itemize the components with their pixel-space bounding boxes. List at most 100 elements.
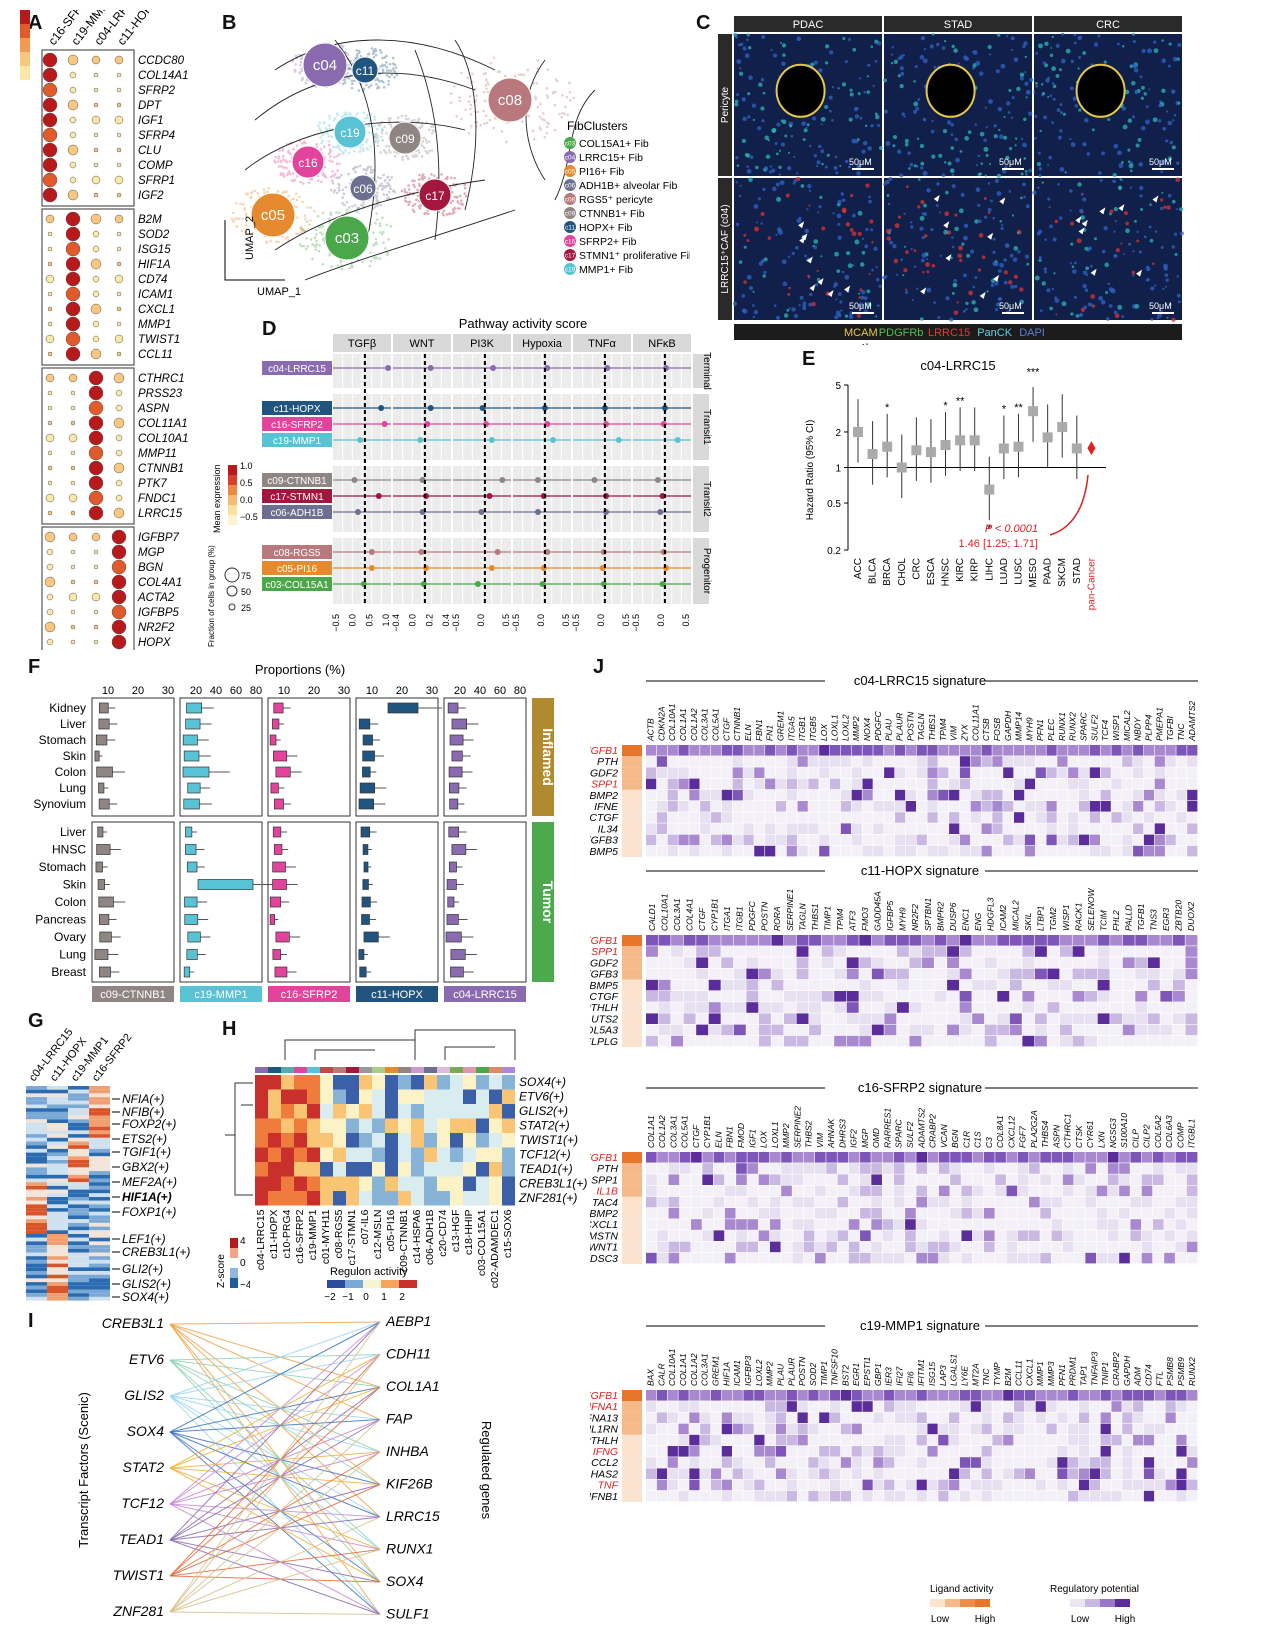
cell [1040, 83, 1044, 86]
heat-cell [268, 1075, 281, 1090]
regulatory-cell [1085, 1024, 1098, 1036]
regulatory-cell [1135, 946, 1148, 957]
regulatory-cell [771, 946, 784, 957]
regulatory-cell [1111, 756, 1122, 767]
cell [816, 277, 821, 282]
cell-point [453, 176, 456, 180]
cell-point [572, 96, 576, 100]
regulatory-cell [916, 834, 927, 846]
heat-cell [294, 1191, 307, 1206]
regulatory-cell [934, 1002, 947, 1013]
cell [813, 245, 818, 250]
regulatory-cell [916, 801, 927, 812]
target-label: GAPDH [1003, 710, 1013, 741]
group-strip-bg [693, 466, 709, 532]
cell-point [375, 212, 379, 215]
cell [815, 283, 819, 287]
cell [1082, 51, 1087, 55]
regulatory-cell [992, 778, 1003, 790]
cell-point [460, 71, 463, 75]
cell-point [365, 168, 369, 172]
regulatory-cell [784, 968, 796, 980]
target-label: COL10A1 [667, 703, 677, 741]
cell [1090, 63, 1093, 66]
regulatory-cell [733, 946, 746, 957]
box [451, 718, 468, 730]
cell [1160, 170, 1164, 174]
cell-point [244, 192, 248, 196]
regulatory-cell [834, 1002, 847, 1013]
gene-label: FAP [386, 1411, 413, 1427]
cell-point [458, 207, 462, 210]
cell [1098, 295, 1104, 301]
cell-point [347, 151, 351, 155]
heat-cell [47, 1204, 68, 1209]
cell-point [313, 244, 317, 248]
cell-point [423, 146, 426, 150]
cell-point [496, 70, 500, 73]
target-label: SELENOW [1086, 888, 1096, 931]
row-label: Skin [63, 749, 86, 763]
cell-point [277, 155, 281, 158]
cell [1019, 301, 1023, 305]
regulatory-cell [1165, 778, 1176, 790]
cell [992, 237, 996, 241]
cell-point [344, 185, 348, 189]
regulatory-cell [934, 979, 947, 991]
regulatory-cell [1160, 1013, 1173, 1024]
cell-point [420, 177, 423, 181]
regulatory-cell [1060, 1013, 1072, 1024]
box [99, 966, 111, 978]
cell-point [566, 113, 570, 117]
regulatory-cell [1014, 812, 1025, 823]
dot [47, 246, 53, 252]
cell [1157, 119, 1162, 123]
cell [1176, 161, 1180, 165]
cell-point [352, 79, 356, 83]
col-color-bar [463, 1067, 476, 1073]
dot [116, 306, 122, 312]
row-label: c16-SFRP2 [271, 420, 323, 431]
heat-cell [502, 1089, 515, 1104]
cell-point [282, 158, 286, 162]
regulatory-cell [1176, 778, 1187, 790]
cell-point [284, 237, 288, 240]
heat-cell [89, 1271, 110, 1275]
cell-point [374, 47, 377, 51]
heat-cell [47, 1174, 68, 1179]
cell-point [469, 112, 473, 116]
target-label: MYH9 [1024, 717, 1034, 741]
regulatory-cell [689, 767, 700, 778]
cell-point [519, 73, 523, 76]
cell-point [306, 244, 309, 248]
regulatory-cell [840, 767, 852, 778]
cell [992, 216, 995, 220]
cell-point [353, 149, 356, 153]
cell [965, 301, 969, 305]
regulatory-cell [884, 767, 895, 778]
cell-point [568, 99, 572, 102]
cell [1020, 196, 1023, 200]
regulatory-cell [1047, 1013, 1060, 1024]
cell-point [418, 184, 422, 188]
regulatory-cell [700, 789, 711, 801]
regulatory-cell [949, 767, 960, 778]
heat-cell [89, 1100, 110, 1105]
regulatory-cell [905, 778, 916, 790]
regulatory-cell [959, 1002, 972, 1013]
heat-cell [47, 1278, 68, 1283]
heat-cell [411, 1075, 424, 1090]
regulatory-cell [997, 1024, 1010, 1036]
cell-point [375, 83, 378, 86]
cell-point [418, 207, 422, 210]
cell-point [331, 160, 334, 164]
cell-point [336, 176, 340, 179]
cell-point [455, 195, 459, 199]
cell-point [364, 172, 368, 176]
cell-point [294, 54, 298, 58]
regulatory-cell [646, 823, 657, 834]
dot [42, 52, 58, 68]
edge [169, 1549, 381, 1577]
heat-cell [89, 1097, 110, 1101]
heat-cell [411, 1089, 424, 1104]
